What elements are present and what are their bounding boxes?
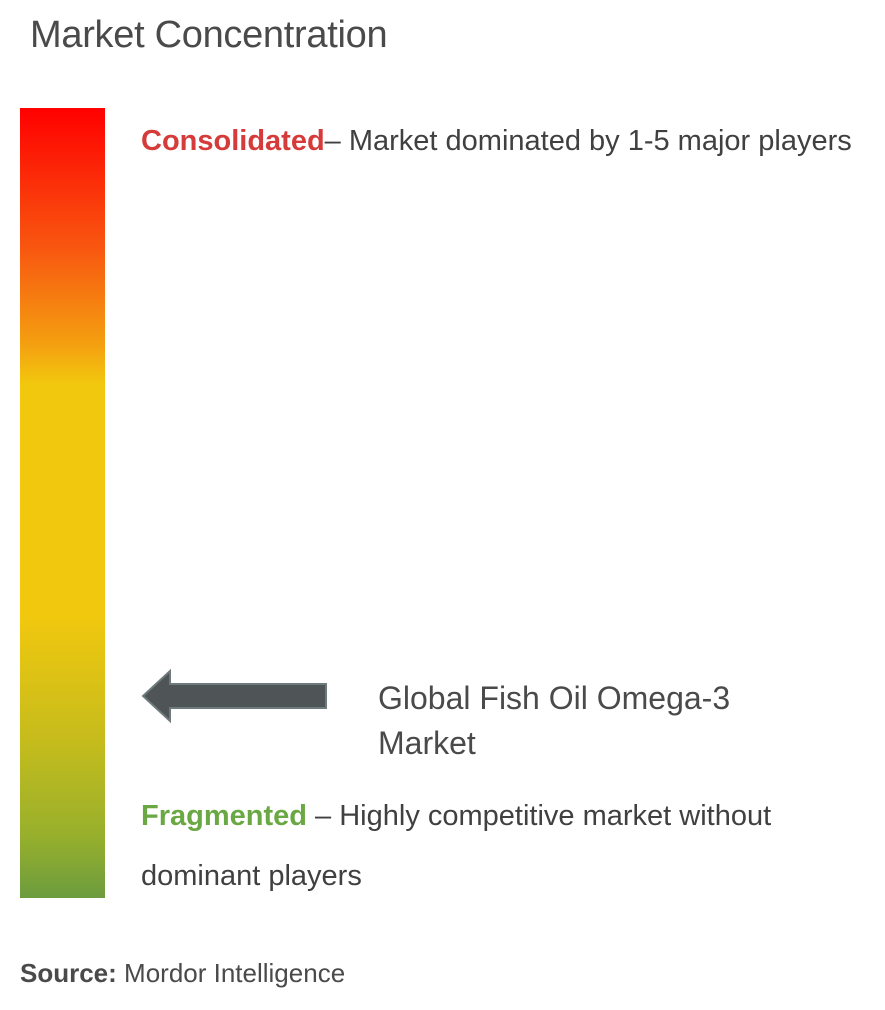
source-attribution: Source: Mordor Intelligence bbox=[20, 958, 345, 989]
source-value: Mordor Intelligence bbox=[116, 958, 346, 988]
fragmented-label: Fragmented bbox=[141, 800, 307, 832]
market-position-label: Global Fish Oil Omega-3 Market bbox=[378, 680, 731, 761]
source-label: Source: bbox=[20, 958, 117, 988]
concentration-gradient-bar bbox=[20, 108, 105, 898]
consolidated-text: – Market dominated by 1-5 major players bbox=[324, 125, 852, 157]
market-position-arrow bbox=[141, 668, 327, 724]
chart-title: Market Concentration bbox=[30, 14, 388, 56]
consolidated-label: Consolidated bbox=[141, 125, 325, 157]
fragmented-text: – Highly competitive market without domi… bbox=[141, 800, 772, 892]
fragmented-description: Fragmented – Highly competitive market w… bbox=[141, 786, 861, 906]
consolidated-description: Consolidated– Market dominated by 1-5 ma… bbox=[141, 111, 861, 171]
arrow-left-icon bbox=[141, 668, 327, 724]
